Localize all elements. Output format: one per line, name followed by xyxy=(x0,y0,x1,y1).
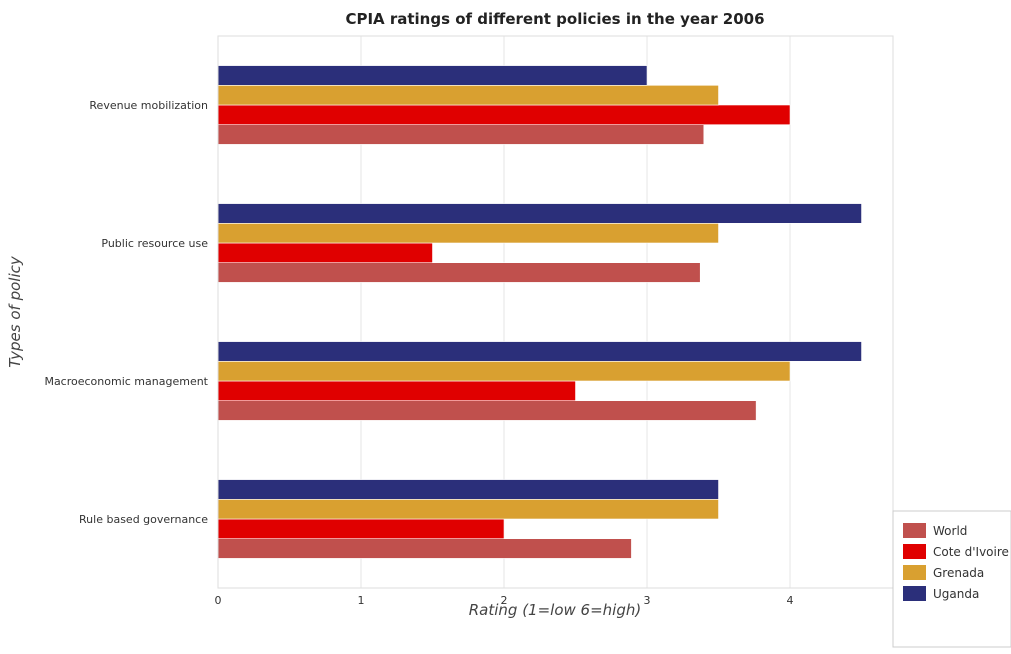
y-tick-label-public-resource-use: Public resource use xyxy=(101,237,208,250)
bar-uganda-macroeconomic-management xyxy=(217,341,862,362)
x-tick-label-0: 0 xyxy=(215,594,222,607)
legend-swatch-uganda xyxy=(903,586,926,601)
y-tick-label-macroeconomic-management: Macroeconomic management xyxy=(44,375,208,388)
bar-world-public-resource-use xyxy=(217,262,701,283)
bar-cote-d-ivoire-macroeconomic-management xyxy=(217,380,576,402)
y-tick-label-revenue-mobilization: Revenue mobilization xyxy=(89,99,208,112)
y-tick-label-rule-based-governance: Rule based governance xyxy=(79,513,208,526)
bar-cote-d-ivoire-revenue-mobilization xyxy=(217,104,791,126)
bar-uganda-revenue-mobilization xyxy=(217,65,648,86)
legend-swatch-grenada xyxy=(903,565,926,580)
bar-grenada-rule-based-governance xyxy=(217,498,719,520)
bar-grenada-macroeconomic-management xyxy=(217,360,791,382)
bar-world-rule-based-governance xyxy=(217,538,632,559)
legend-swatch-world xyxy=(903,523,926,538)
bar-world-macroeconomic-management xyxy=(217,400,757,421)
tick-labels: 0 1 2 3 4 Revenue mobilization Public resource… xyxy=(44,99,793,607)
bar-world-revenue-mobilization xyxy=(217,124,705,145)
legend-label-world: World xyxy=(933,524,967,538)
plot-frame xyxy=(217,35,894,589)
bar-grenada-public-resource-use xyxy=(217,223,719,244)
x-tick-label-1: 1 xyxy=(358,594,365,607)
x-axis-label: Rating (1=low 6=high) xyxy=(469,601,641,619)
bar-uganda-rule-based-governance xyxy=(217,479,719,500)
x-tick-label-3: 3 xyxy=(644,594,651,607)
legend: World Cote d'Ivoire Grenada Uganda xyxy=(892,510,1011,648)
y-axis-label: Types of policy xyxy=(6,255,24,368)
bar-grenada-revenue-mobilization xyxy=(217,85,719,106)
legend-label-cote-d-ivoire: Cote d'Ivoire xyxy=(933,545,1009,559)
legend-label-uganda: Uganda xyxy=(933,587,979,601)
bar-cote-d-ivoire-rule-based-governance xyxy=(217,518,505,540)
x-tick-label-2: 2 xyxy=(501,594,508,607)
bars xyxy=(217,65,862,559)
chart-title: CPIA ratings of different policies in th… xyxy=(345,10,764,28)
legend-swatch-cote-d-ivoire xyxy=(903,544,926,559)
bar-cote-d-ivoire-public-resource-use xyxy=(217,242,433,264)
x-tick-label-4: 4 xyxy=(787,594,794,607)
legend-label-grenada: Grenada xyxy=(933,566,984,580)
bar-uganda-public-resource-use xyxy=(217,203,862,224)
